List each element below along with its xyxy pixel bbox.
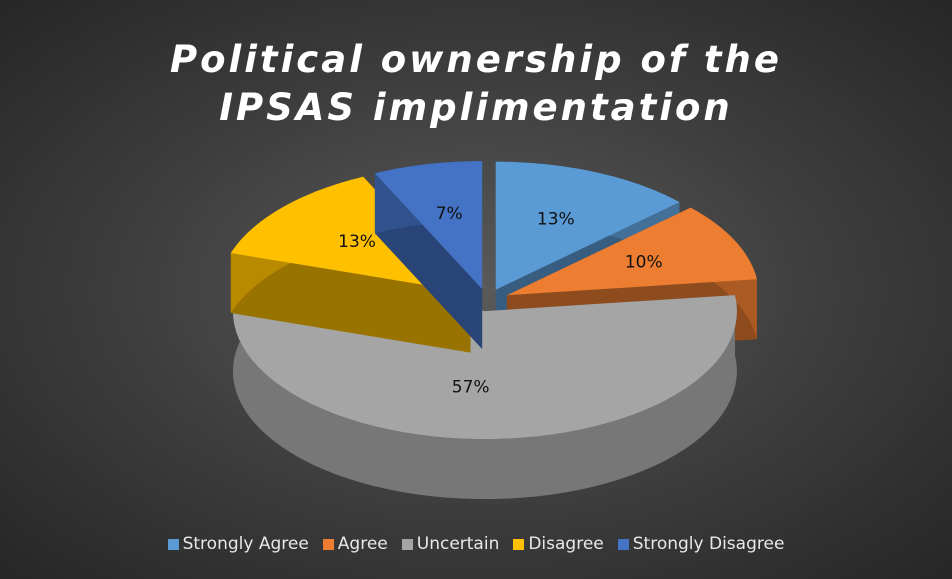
data-label: 13%: [537, 209, 575, 229]
legend-swatch: [322, 538, 334, 550]
data-label: 7%: [436, 204, 463, 224]
slice-top: [495, 161, 680, 290]
legend-item: Strongly Disagree: [617, 534, 785, 554]
data-label: 13%: [338, 232, 376, 252]
legend-swatch: [167, 538, 179, 550]
legend: Strongly Agree Agree Uncertain Disagree Stro…: [0, 534, 952, 554]
legend-item: Disagree: [513, 534, 604, 554]
legend-swatch: [401, 538, 413, 550]
slice: [374, 161, 483, 350]
data-label: 10%: [625, 253, 663, 273]
slice-top: [506, 207, 757, 296]
legend-label: Strongly Agree: [182, 534, 309, 554]
slice-wall: [230, 253, 471, 353]
legend-item: Uncertain: [401, 534, 500, 554]
legend-swatch: [513, 538, 525, 550]
legend-item: Agree: [322, 534, 388, 554]
legend-label: Uncertain: [416, 534, 500, 554]
legend-label: Disagree: [528, 534, 604, 554]
legend-item: Strongly Agree: [167, 534, 309, 554]
legend-label: Agree: [337, 534, 388, 554]
chart-title: Political ownership of the IPSAS implime…: [170, 38, 782, 129]
legend-swatch: [617, 538, 629, 550]
data-label: 57%: [452, 378, 490, 398]
slice-top: [374, 161, 483, 290]
legend-label: Strongly Disagree: [632, 534, 785, 554]
slice-side: [232, 271, 737, 500]
